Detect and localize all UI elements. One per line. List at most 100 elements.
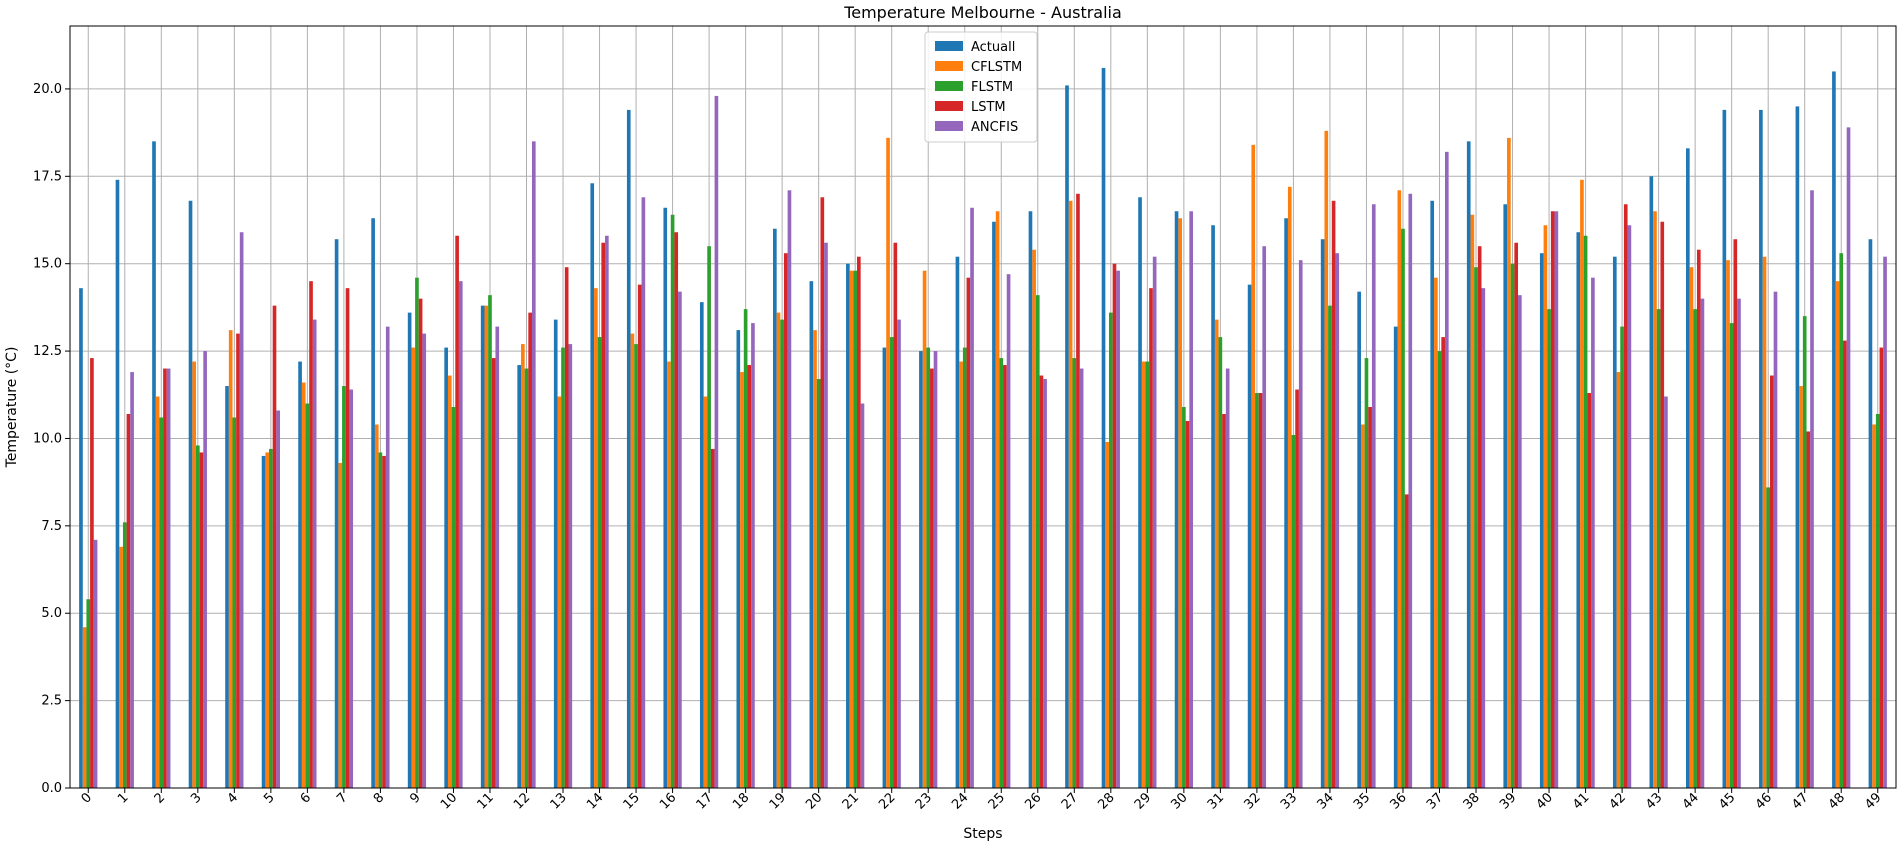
bar-actuall <box>809 281 814 788</box>
bar-lstm <box>455 235 459 788</box>
bar-actuall <box>553 319 558 788</box>
bar-actuall <box>773 228 777 788</box>
bar-flstm <box>1291 434 1296 788</box>
bar-cflstm <box>301 382 306 788</box>
bar-cflstm <box>1068 200 1073 789</box>
bar-ancfis <box>824 242 828 789</box>
x-tick-label: 33 <box>1278 790 1300 812</box>
bar-actuall <box>1539 253 1544 788</box>
x-tick-label: 38 <box>1461 790 1483 812</box>
x-tick-label: 31 <box>1205 790 1227 812</box>
x-tick-label: 9 <box>407 790 423 806</box>
bar-cflstm <box>667 361 671 788</box>
x-tick-label: 25 <box>986 790 1008 812</box>
bar-flstm <box>1693 309 1697 788</box>
bar-actuall <box>1466 141 1471 788</box>
bar-actuall <box>1722 109 1727 789</box>
bar-ancfis <box>1846 127 1851 789</box>
bar-cflstm <box>776 312 781 788</box>
bar-cflstm <box>521 344 525 788</box>
bar-lstm <box>747 365 752 788</box>
bar-flstm <box>1766 487 1771 788</box>
x-tick-label: 42 <box>1607 790 1629 812</box>
bar-flstm <box>597 337 602 788</box>
bar-cflstm <box>192 361 196 788</box>
bar-flstm <box>999 358 1004 788</box>
bar-lstm <box>1149 288 1153 788</box>
bar-ancfis <box>1554 211 1559 788</box>
x-tick-label: 37 <box>1424 790 1446 812</box>
bar-actuall <box>663 207 668 788</box>
bar-actuall <box>334 239 339 788</box>
bar-flstm <box>415 277 419 788</box>
bar-actuall <box>444 347 448 788</box>
bar-flstm <box>889 337 894 788</box>
x-tick-label: 45 <box>1716 790 1738 812</box>
bar-cflstm <box>1434 277 1438 788</box>
bar-flstm <box>561 347 565 788</box>
bar-lstm <box>930 368 934 788</box>
x-tick-label: 2 <box>152 790 168 806</box>
bar-cflstm <box>265 452 270 788</box>
bar-lstm <box>710 448 715 788</box>
x-tick-label: 49 <box>1862 790 1884 812</box>
bar-flstm <box>232 417 237 788</box>
y-axis: 0.0 2.5 5.0 7.5 10.0 12.5 15.0 17.5 20.0 <box>33 82 70 796</box>
bar-flstm <box>634 344 638 788</box>
x-tick-label: 34 <box>1314 790 1336 812</box>
bar-ancfis <box>1371 204 1376 788</box>
bar-cflstm <box>849 270 854 788</box>
x-tick-label: 10 <box>438 790 460 812</box>
bar-actuall <box>1174 211 1179 788</box>
x-axis: 0 1 2 3 4 5 6 7 8 9 10 11 12 13 14 15 16 17 18 19 20 21 22 23 24… <box>79 788 1885 813</box>
bar-ancfis <box>422 333 427 788</box>
bar-cflstm <box>1507 137 1511 788</box>
bar-flstm <box>1182 407 1186 788</box>
bar-actuall <box>517 365 522 788</box>
x-tick-label: 47 <box>1789 790 1811 812</box>
legend-label: Actuall <box>971 40 1015 55</box>
x-tick-label: 1 <box>115 790 131 806</box>
bar-actuall <box>261 455 266 788</box>
bar-flstm <box>743 309 748 788</box>
bar-flstm <box>670 214 675 788</box>
x-tick-label: 39 <box>1497 790 1519 812</box>
bar-lstm <box>893 242 898 789</box>
bar-cflstm <box>1543 225 1548 788</box>
bar-lstm <box>345 288 350 788</box>
bar-lstm <box>1295 389 1299 788</box>
bar-actuall <box>371 218 375 789</box>
bar-flstm <box>378 452 383 788</box>
bar-lstm <box>783 253 788 788</box>
bar-ancfis <box>312 319 317 788</box>
bar-lstm <box>1733 239 1738 788</box>
x-tick-label: 15 <box>621 790 643 812</box>
bar-cflstm <box>1835 281 1840 788</box>
bar-cflstm <box>1324 130 1329 789</box>
x-tick-label: 7 <box>334 790 350 806</box>
bar-cflstm <box>1689 267 1694 788</box>
x-tick-label: 44 <box>1680 790 1702 812</box>
bar-cflstm <box>1470 214 1475 788</box>
bar-cflstm <box>1872 424 1876 788</box>
legend: Actuall CFLSTM FLSTM LSTM ANCFIS <box>924 31 1038 143</box>
bar-ancfis <box>130 372 134 788</box>
bar-actuall <box>590 183 595 788</box>
bar-lstm <box>1368 407 1372 788</box>
bar-actuall <box>1759 109 1763 789</box>
bar-actuall <box>407 312 412 788</box>
legend-label: CFLSTM <box>971 60 1022 75</box>
bar-flstm <box>1218 337 1223 788</box>
y-tick-label: 7.5 <box>41 519 62 534</box>
legend-swatch <box>935 81 963 91</box>
bar-flstm <box>1547 309 1551 788</box>
bar-cflstm <box>594 288 598 788</box>
bar-lstm <box>1587 393 1592 788</box>
x-tick-label: 8 <box>371 790 387 806</box>
bar-actuall <box>79 288 83 788</box>
bar-flstm <box>926 347 931 788</box>
bar-actuall <box>1101 67 1106 789</box>
bar-lstm <box>1623 204 1628 788</box>
bar-ancfis <box>1700 298 1705 788</box>
bar-flstm <box>1583 235 1588 788</box>
